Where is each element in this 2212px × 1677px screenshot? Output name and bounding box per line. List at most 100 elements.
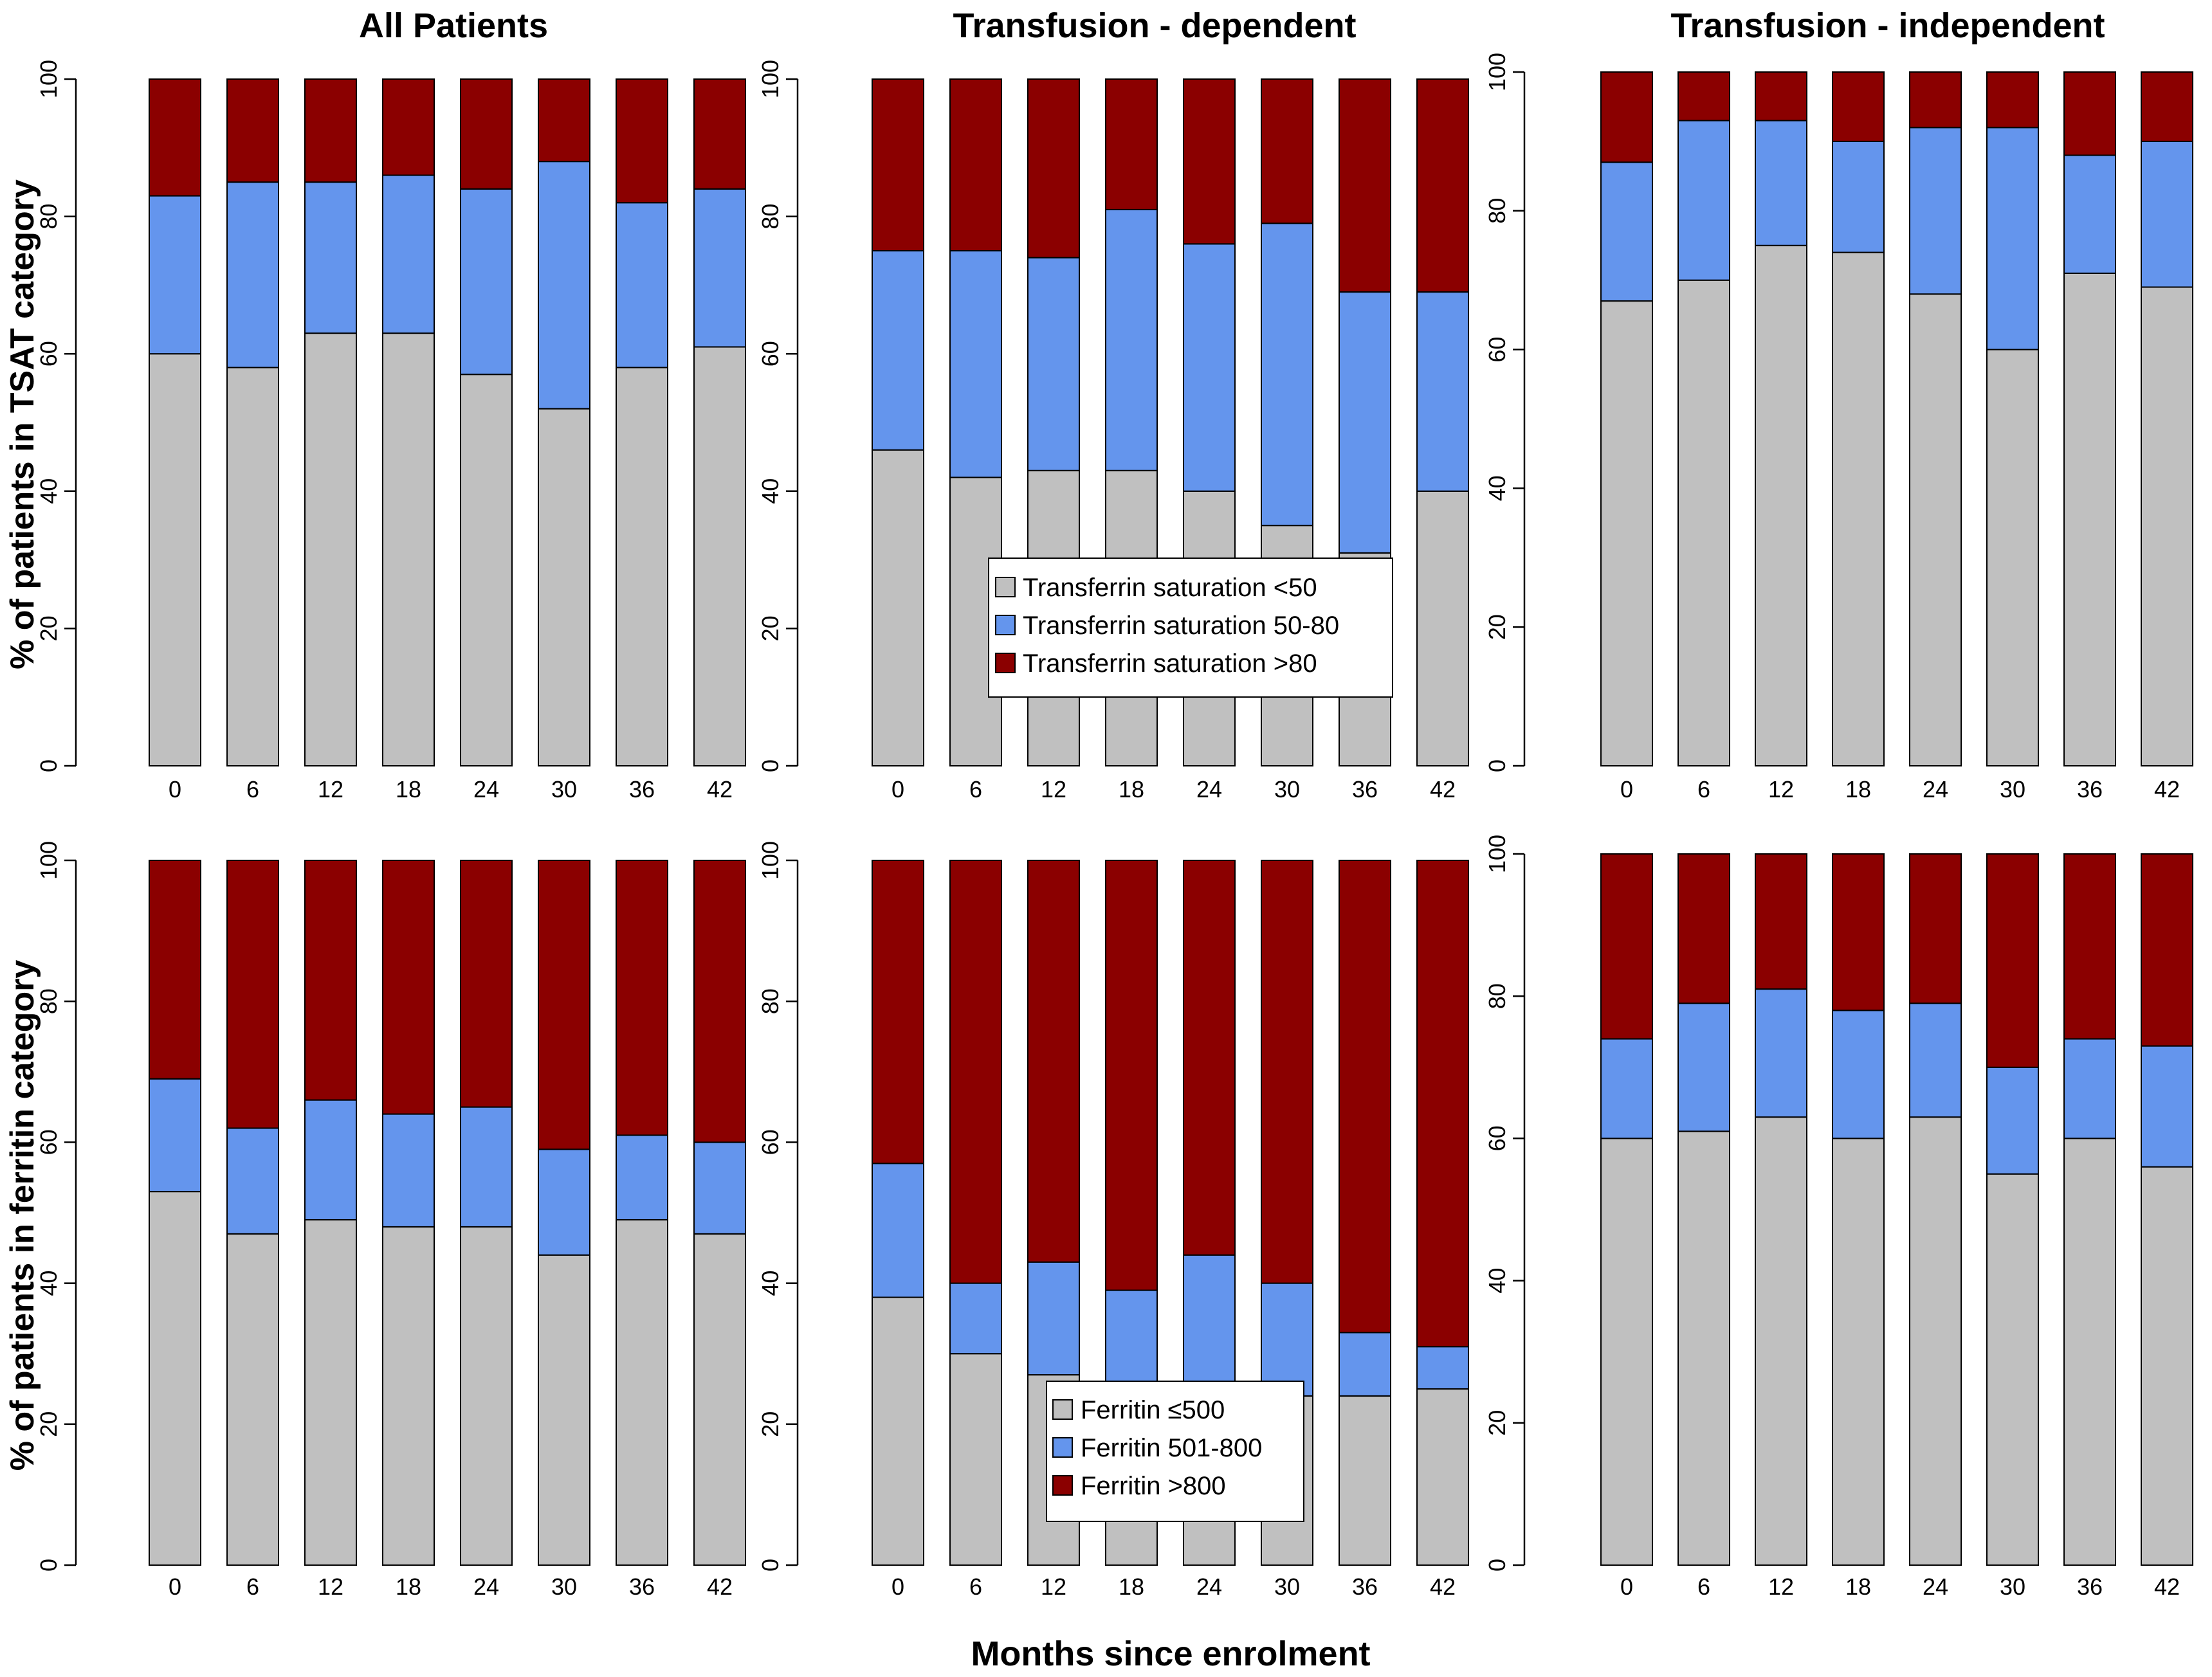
y-tick-label: 0 [35, 1559, 62, 1572]
panel-ferritin-transfusion-independent: 0 20 40 60 80 100 0 6 12 18 24 30 36 42 [1484, 835, 2193, 1600]
y-tick-label: 20 [35, 615, 62, 641]
bar-segment-mid [1986, 1066, 2039, 1175]
bar-segment-high [1755, 71, 1807, 122]
bar-segment-mid [460, 188, 513, 376]
x-tick-label: 12 [318, 776, 343, 802]
legend-tsat-label-low: Transferrin saturation <50 [1023, 574, 1317, 602]
bar-segment-low [538, 1254, 590, 1566]
bar-segment-high [304, 860, 357, 1101]
legend-ferritin: Ferritin ≤500 Ferritin 501-800 Ferritin … [1046, 1381, 1304, 1522]
legend-tsat-label-mid: Transferrin saturation 50-80 [1023, 612, 1339, 640]
legend-ferritin-swatch-low [1052, 1399, 1073, 1420]
column-title-transfusion-independent: Transfusion - independent [1670, 6, 2105, 45]
x-tick-label: 0 [169, 776, 181, 802]
bar-segment-mid [1755, 120, 1807, 246]
bar-segment-high [1909, 71, 1962, 129]
bar-segment-low [949, 1353, 1002, 1566]
bar-segment-high [1677, 71, 1730, 122]
y-tick-label: 40 [1484, 475, 1510, 501]
panel-ferritin-all-patients: 0 20 40 60 80 100 0 6 12 18 24 30 36 42 [35, 841, 746, 1600]
x-tick-label: 24 [1923, 1573, 1948, 1600]
x-tick-label: 0 [1620, 776, 1633, 802]
y-tick-label: 80 [35, 204, 62, 230]
x-tick-label: 12 [1768, 1573, 1794, 1600]
bar-segment-mid [949, 1282, 1002, 1355]
bar-segment-high [1261, 78, 1313, 224]
bar-segment-low [1832, 1138, 1885, 1566]
bar-segment-low [304, 332, 357, 766]
y-tick-label: 20 [757, 1411, 783, 1437]
x-tick-label: 0 [1620, 1573, 1633, 1600]
x-tick-label: 36 [2077, 1573, 2103, 1600]
bar-segment-mid [304, 1099, 357, 1220]
bar-segment-high [1986, 853, 2039, 1068]
x-tick-label: 6 [969, 776, 982, 802]
bar-segment-high [2063, 853, 2116, 1040]
bar-segment-low [616, 1219, 668, 1566]
bar-segment-high [1105, 860, 1158, 1291]
bar-segment-mid [1986, 127, 2039, 350]
y-tick-label: 80 [1484, 198, 1510, 224]
x-tick-label: 42 [1430, 1573, 1456, 1600]
bar-segment-low [1909, 1116, 1962, 1566]
x-tick-label: 42 [2154, 1573, 2180, 1600]
bar-segment-mid [1677, 1002, 1730, 1132]
bar-segment-low [226, 1233, 279, 1566]
bar-segment-high [1677, 853, 1730, 1004]
bar-segment-low [1909, 293, 1962, 766]
legend-tsat-swatch-high [995, 653, 1016, 673]
x-tick-label: 24 [1196, 776, 1222, 802]
y-axis-title-tsat: % of patients in TSAT category [4, 179, 41, 669]
bar-segment-high [538, 860, 590, 1150]
bar-segment-high [693, 860, 746, 1143]
y-tick-label: 100 [35, 60, 62, 98]
bar-segment-mid [1416, 1346, 1469, 1390]
bar-segment-low [2063, 272, 2116, 767]
bar-segment-high [460, 78, 513, 190]
x-tick-label: 42 [707, 776, 733, 802]
x-tick-label: 30 [551, 776, 577, 802]
x-tick-label: 24 [473, 1573, 499, 1600]
bar-segment-low [149, 1191, 201, 1566]
x-tick-label: 30 [2000, 776, 2025, 802]
x-tick-label: 42 [707, 1573, 733, 1600]
legend-tsat: Transferrin saturation <50 Transferrin s… [988, 557, 1393, 698]
bar-segment-mid [1755, 988, 1807, 1118]
bar-segment-mid [1832, 1010, 1885, 1139]
bar-segment-low [1600, 300, 1653, 766]
bar-segment-low [460, 1226, 513, 1566]
y-tick-label: 40 [35, 478, 62, 504]
bar-segment-high [1600, 853, 1653, 1040]
legend-tsat-label-high: Transferrin saturation >80 [1023, 649, 1317, 678]
bar-segment-low [693, 346, 746, 766]
x-tick-label: 12 [1768, 776, 1794, 802]
bar-segment-high [949, 78, 1002, 251]
panel-tsat-transfusion-dependent: 0 20 40 60 80 100 0 6 12 18 24 30 36 42 [757, 60, 1469, 802]
bar-segment-mid [149, 195, 201, 355]
bar-segment-mid [693, 1141, 746, 1235]
y-tick-label: 100 [1484, 835, 1510, 873]
bar-segment-mid [1416, 291, 1469, 492]
bar-segment-low [1755, 1116, 1807, 1566]
bar-segment-mid [1105, 208, 1158, 471]
bar-segment-high [1832, 71, 1885, 142]
x-axis-title: Months since enrolment [971, 1635, 1370, 1673]
bar-segment-high [382, 78, 435, 176]
y-tick-label: 60 [757, 1129, 783, 1155]
bar-segment-mid [382, 1113, 435, 1228]
bar-segment-mid [538, 161, 590, 410]
panel-tsat-transfusion-independent: 0 20 40 60 80 100 0 6 12 18 24 30 36 42 [1484, 53, 2193, 802]
y-tick-label: 40 [757, 478, 783, 504]
x-tick-label: 42 [1430, 776, 1456, 802]
bar-segment-high [538, 78, 590, 163]
bar-segment-high [1416, 860, 1469, 1348]
column-title-transfusion-dependent: Transfusion - dependent [953, 6, 1356, 45]
bar-segment-high [616, 78, 668, 204]
x-tick-label: 18 [396, 1573, 421, 1600]
y-tick-label: 80 [1484, 983, 1510, 1009]
bar-segment-mid [2063, 1038, 2116, 1139]
bar-segment-high [382, 860, 435, 1115]
bar-segment-mid [304, 181, 357, 334]
bar-segment-mid [1027, 257, 1080, 471]
